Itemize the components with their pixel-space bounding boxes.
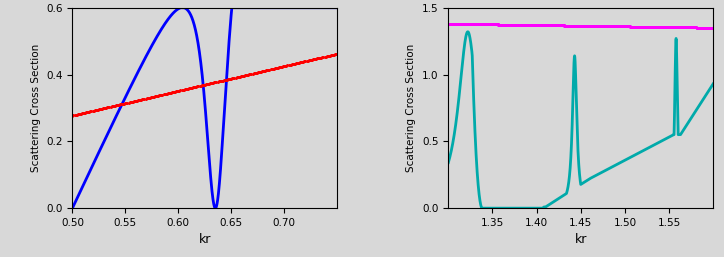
X-axis label: kr: kr (575, 233, 587, 246)
X-axis label: kr: kr (198, 233, 211, 246)
Y-axis label: Scattering Cross Section: Scattering Cross Section (406, 44, 416, 172)
Y-axis label: Scattering Cross Section: Scattering Cross Section (30, 44, 41, 172)
